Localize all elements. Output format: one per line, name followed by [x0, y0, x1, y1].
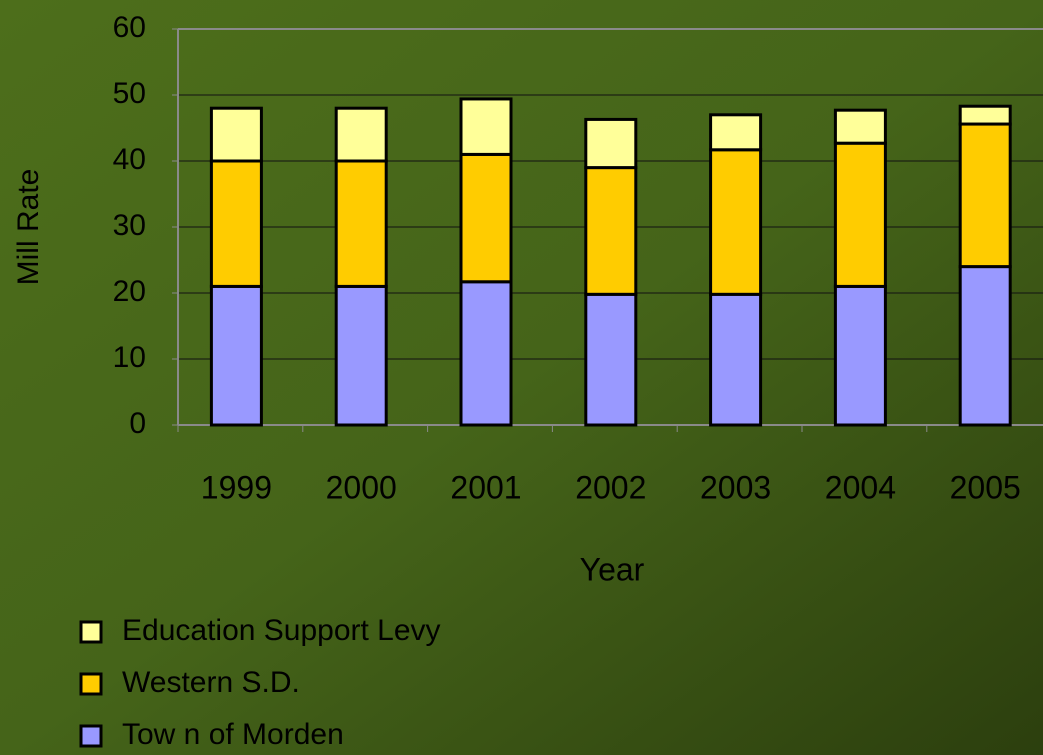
legend-swatch	[79, 672, 103, 696]
bar-segment	[584, 166, 638, 296]
bar-segment	[958, 265, 1012, 427]
bar-segment	[584, 117, 638, 170]
x-tick-label: 1999	[201, 469, 272, 505]
x-tick-label: 2003	[700, 469, 771, 505]
bar-segment	[584, 292, 638, 427]
y-tick-label: 60	[113, 11, 146, 44]
x-tick-label: 2000	[326, 469, 397, 505]
y-tick-label: 0	[129, 407, 146, 440]
bar-segment	[334, 106, 388, 163]
y-tick-label: 10	[113, 341, 146, 374]
y-tick-label: 20	[113, 275, 146, 308]
x-axis-label: Year	[580, 551, 645, 587]
bar-segment	[833, 141, 887, 288]
bar-segment	[709, 113, 763, 152]
bar-segment	[459, 152, 513, 284]
bar-segment	[833, 284, 887, 427]
bar-segment	[958, 104, 1012, 126]
y-axis-label: Mill Rate	[12, 169, 45, 286]
bar-segment	[209, 159, 263, 288]
x-tick-label: 2002	[575, 469, 646, 505]
bar-segment	[459, 280, 513, 427]
x-tick-label: 2004	[825, 469, 896, 505]
y-tick-label: 50	[113, 77, 146, 110]
bar-segment	[833, 108, 887, 145]
y-tick-label: 40	[113, 143, 146, 176]
legend-swatch	[79, 620, 103, 644]
legend-label: Education Support Levy	[122, 614, 441, 647]
legend-swatch	[79, 724, 103, 748]
x-tick-label: 2001	[450, 469, 521, 505]
bar-segment	[334, 284, 388, 427]
legend-label: Tow n of Morden	[122, 718, 344, 751]
bar-segment	[334, 159, 388, 288]
bar-segment	[709, 148, 763, 296]
bar-segment	[958, 122, 1012, 269]
legend-label: Western S.D.	[122, 666, 300, 699]
x-tick-label: 2005	[950, 469, 1021, 505]
bar-segment	[209, 284, 263, 427]
bar-segment	[209, 106, 263, 163]
bar-segment	[709, 292, 763, 427]
bar-segment	[459, 97, 513, 156]
y-tick-label: 30	[113, 209, 146, 242]
